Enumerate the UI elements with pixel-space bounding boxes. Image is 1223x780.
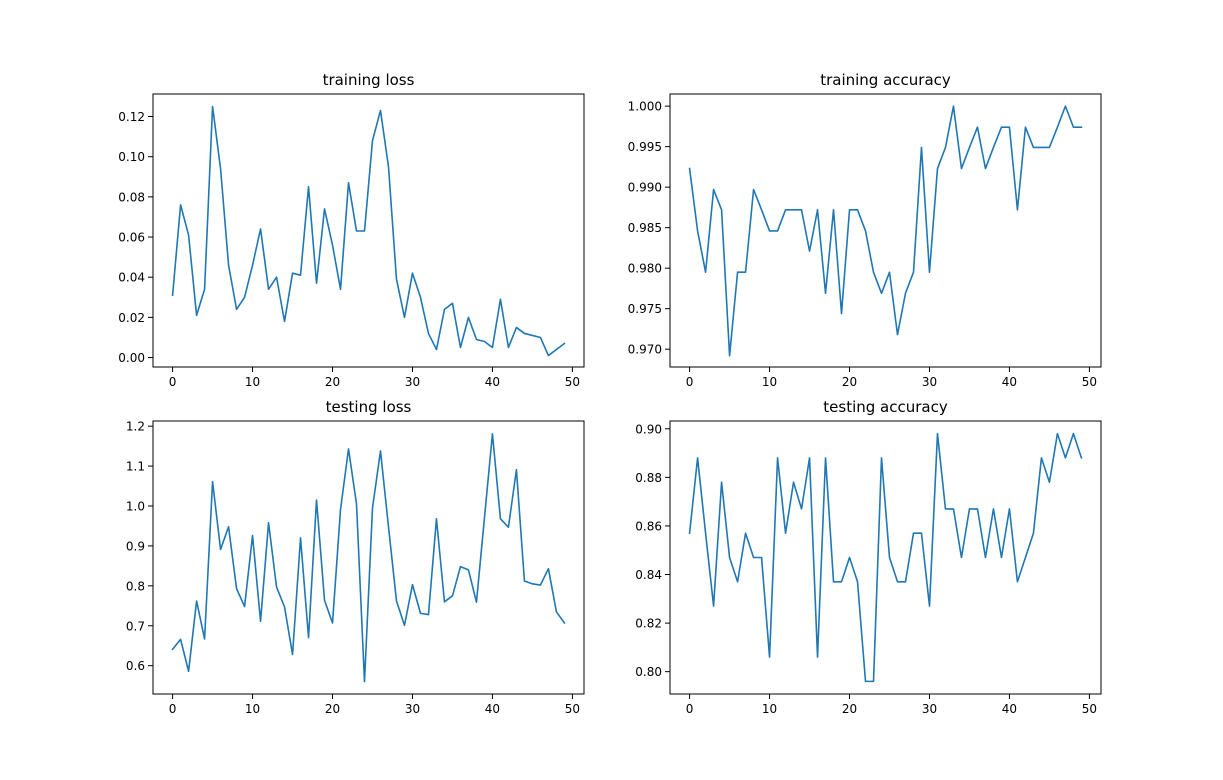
training-accuracy-y-tick-label: 0.980 bbox=[628, 262, 662, 276]
training-loss-y-tick-label: 0.00 bbox=[118, 351, 145, 365]
training-accuracy-y-tick-label: 0.995 bbox=[628, 140, 662, 154]
training-loss-x-tick-label: 20 bbox=[325, 375, 340, 389]
testing-accuracy-y-tick-label: 0.90 bbox=[635, 422, 662, 436]
testing-loss-x-tick-label: 0 bbox=[169, 702, 177, 716]
training-loss-subplot: training loss 0 10 20 30 40 50 0.00 0.02 0.04 0.06… bbox=[118, 71, 585, 389]
testing-loss-x-tick-label: 40 bbox=[485, 702, 500, 716]
training-loss-series-line bbox=[171, 105, 566, 357]
testing-loss-y-tick-label: 0.6 bbox=[126, 659, 145, 673]
training-loss-x-tick-label: 40 bbox=[485, 375, 500, 389]
testing-accuracy-subplot: testing accuracy 0 10 20 30 40 50 0.80 0.82 0.84 0… bbox=[635, 398, 1102, 716]
testing-accuracy-x-tick-label: 20 bbox=[842, 702, 857, 716]
testing-accuracy-series-line bbox=[688, 432, 1083, 683]
training-loss-y-tick-label: 0.12 bbox=[118, 110, 145, 124]
training-accuracy-x-tick-label: 20 bbox=[842, 375, 857, 389]
training-accuracy-title: training accuracy bbox=[820, 71, 951, 89]
testing-accuracy-y-tick-label: 0.82 bbox=[635, 617, 662, 631]
testing-loss-subplot: testing loss 0 10 20 30 40 50 0.6 0.7 0.8 0.9 1.0 1.… bbox=[126, 398, 585, 716]
testing-loss-x-tick-label: 50 bbox=[565, 702, 580, 716]
testing-loss-y-tick-label: 1.1 bbox=[126, 460, 145, 474]
testing-loss-y-tick-label: 0.9 bbox=[126, 539, 145, 553]
testing-accuracy-title: testing accuracy bbox=[823, 398, 948, 416]
testing-accuracy-x-tick-label: 30 bbox=[922, 702, 937, 716]
training-loss-y-tick-label: 0.04 bbox=[118, 271, 145, 285]
training-accuracy-x-tick-label: 40 bbox=[1002, 375, 1017, 389]
testing-accuracy-x-tick-label: 50 bbox=[1082, 702, 1097, 716]
testing-loss-y-tick-label: 0.7 bbox=[126, 619, 145, 633]
training-loss-y-tick-label: 0.02 bbox=[118, 311, 145, 325]
training-accuracy-y-tick-label: 0.985 bbox=[628, 221, 662, 235]
testing-accuracy-y-tick-label: 0.86 bbox=[635, 519, 662, 533]
testing-accuracy-y-tick-label: 0.84 bbox=[635, 568, 662, 582]
training-accuracy-x-tick-label: 0 bbox=[686, 375, 694, 389]
testing-loss-y-tick-label: 0.8 bbox=[126, 579, 145, 593]
testing-loss-x-tick-label: 20 bbox=[325, 702, 340, 716]
testing-loss-x-tick-label: 10 bbox=[245, 702, 260, 716]
training-loss-axes-frame bbox=[152, 93, 585, 368]
training-loss-title: training loss bbox=[323, 71, 415, 89]
testing-accuracy-x-tick-label: 40 bbox=[1002, 702, 1017, 716]
training-accuracy-x-tick-label: 10 bbox=[762, 375, 777, 389]
testing-accuracy-y-tick-label: 0.88 bbox=[635, 471, 662, 485]
training-accuracy-x-tick-label: 30 bbox=[922, 375, 937, 389]
training-accuracy-y-tick-label: 0.970 bbox=[628, 343, 662, 357]
training-accuracy-subplot: training accuracy 0 10 20 30 40 50 0.970 0.975 0.… bbox=[628, 71, 1102, 389]
testing-loss-y-tick-label: 1.0 bbox=[126, 500, 145, 514]
training-loss-x-tick-label: 10 bbox=[245, 375, 260, 389]
training-accuracy-x-tick-label: 50 bbox=[1082, 375, 1097, 389]
training-loss-y-tick-label: 0.10 bbox=[118, 150, 145, 164]
training-accuracy-series-line bbox=[688, 105, 1083, 357]
testing-loss-series-line bbox=[171, 432, 566, 683]
training-loss-x-tick-label: 0 bbox=[169, 375, 177, 389]
testing-loss-title: testing loss bbox=[326, 398, 412, 416]
testing-accuracy-x-tick-label: 0 bbox=[686, 702, 694, 716]
training-accuracy-axes-frame bbox=[669, 93, 1102, 368]
training-loss-x-tick-label: 50 bbox=[565, 375, 580, 389]
testing-accuracy-x-tick-label: 10 bbox=[762, 702, 777, 716]
training-accuracy-y-tick-label: 1.000 bbox=[628, 100, 662, 114]
testing-loss-y-tick-label: 1.2 bbox=[126, 420, 145, 434]
training-loss-x-tick-label: 30 bbox=[405, 375, 420, 389]
testing-accuracy-y-tick-label: 0.80 bbox=[635, 665, 662, 679]
testing-loss-x-tick-label: 30 bbox=[405, 702, 420, 716]
training-loss-y-tick-label: 0.06 bbox=[118, 231, 145, 245]
training-accuracy-y-tick-label: 0.975 bbox=[628, 302, 662, 316]
training-accuracy-y-tick-label: 0.990 bbox=[628, 181, 662, 195]
testing-accuracy-axes-frame bbox=[669, 420, 1102, 695]
testing-loss-axes-frame bbox=[152, 420, 585, 695]
training-loss-y-tick-label: 0.08 bbox=[118, 190, 145, 204]
